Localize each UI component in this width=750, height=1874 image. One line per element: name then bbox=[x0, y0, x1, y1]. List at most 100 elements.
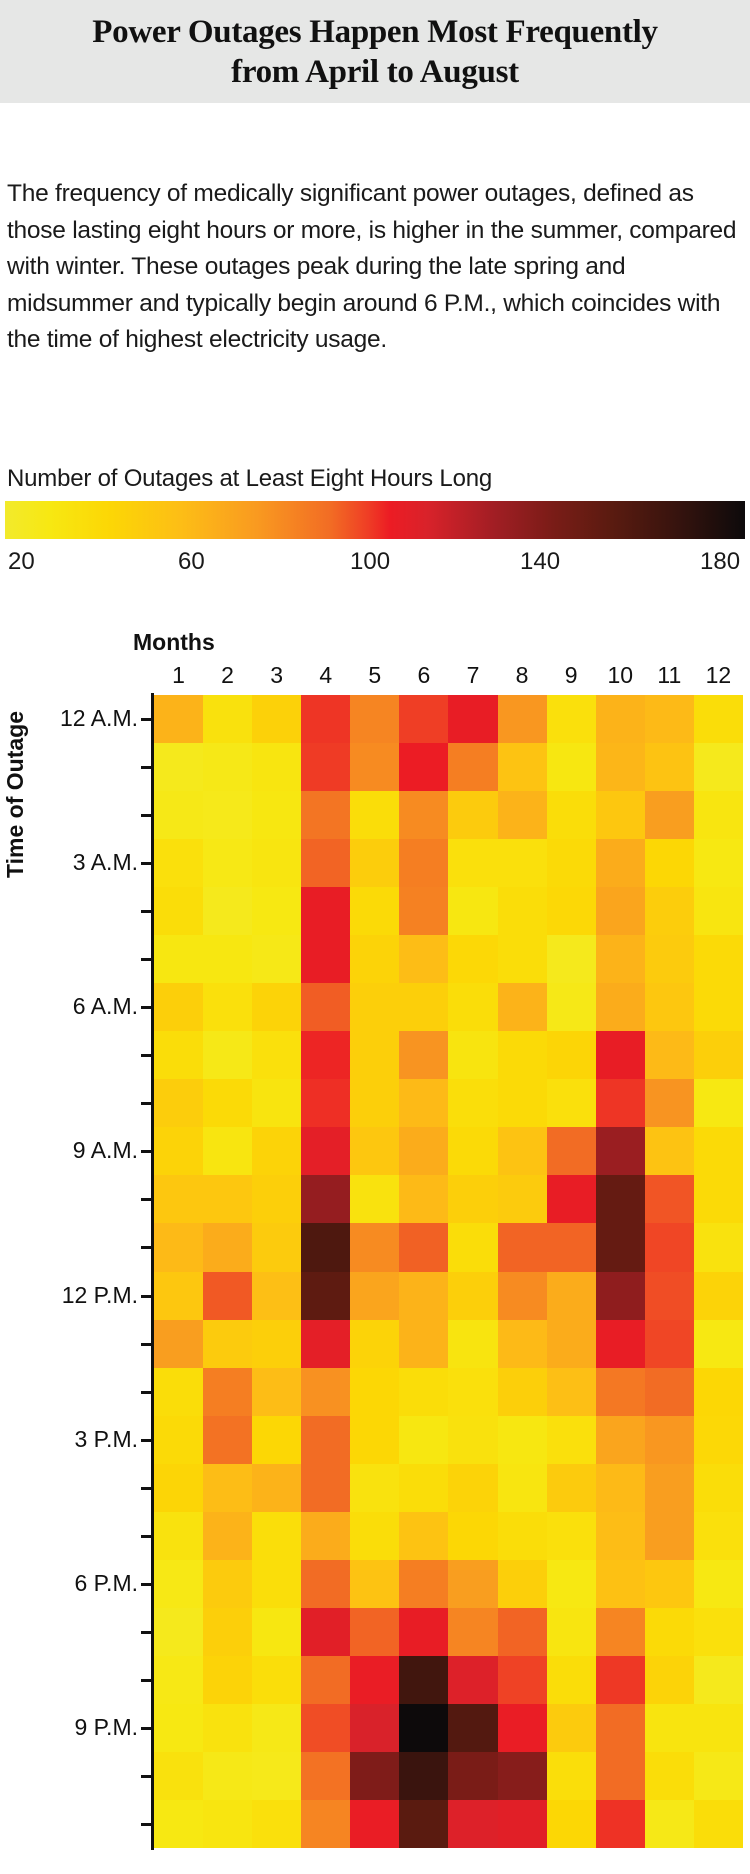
heatmap-cell bbox=[301, 983, 351, 1032]
y-tick-mark bbox=[141, 862, 153, 866]
heatmap-cell bbox=[448, 1799, 498, 1848]
heatmap-cell bbox=[399, 1415, 449, 1464]
heatmap-cell bbox=[301, 1799, 351, 1848]
heatmap-cell bbox=[693, 1511, 743, 1560]
heatmap-cell bbox=[448, 983, 498, 1032]
heatmap-cell bbox=[252, 743, 302, 792]
heatmap-cell bbox=[546, 1031, 596, 1080]
heatmap-cell bbox=[252, 983, 302, 1032]
heatmap-cell bbox=[350, 1127, 400, 1176]
heatmap-cell bbox=[644, 1031, 694, 1080]
heatmap-cell bbox=[693, 1127, 743, 1176]
heatmap-cell bbox=[693, 983, 743, 1032]
time-label: 6 A.M. bbox=[72, 993, 138, 1020]
heatmap-cell bbox=[497, 1031, 547, 1080]
heatmap-cell bbox=[203, 1559, 253, 1608]
heatmap-cell bbox=[399, 1655, 449, 1704]
heatmap-cell bbox=[203, 743, 253, 792]
heatmap-cell bbox=[595, 1079, 645, 1128]
heatmap-cell bbox=[350, 1175, 400, 1224]
heatmap-cell bbox=[399, 1319, 449, 1368]
heatmap-cell bbox=[497, 887, 547, 936]
legend-tick-label: 60 bbox=[178, 548, 205, 575]
heatmap-cell bbox=[693, 1367, 743, 1416]
heatmap-cell bbox=[546, 1127, 596, 1176]
heatmap-cell bbox=[644, 1127, 694, 1176]
time-label: 9 A.M. bbox=[72, 1137, 138, 1164]
heatmap-cell bbox=[203, 1031, 253, 1080]
heatmap-cell bbox=[693, 695, 743, 744]
heatmap-cell bbox=[497, 1463, 547, 1512]
heatmap-cell bbox=[644, 1367, 694, 1416]
heatmap-cell bbox=[350, 1703, 400, 1752]
heatmap-cell bbox=[252, 1511, 302, 1560]
heatmap-cell bbox=[154, 1079, 204, 1128]
heatmap-cell bbox=[154, 1415, 204, 1464]
heatmap-cell bbox=[154, 1031, 204, 1080]
heatmap-cell bbox=[301, 1751, 351, 1800]
heatmap-cell bbox=[693, 1415, 743, 1464]
heatmap-cell bbox=[301, 887, 351, 936]
heatmap-cell bbox=[497, 791, 547, 840]
heatmap-cell bbox=[497, 1655, 547, 1704]
heatmap-cell bbox=[448, 1175, 498, 1224]
y-tick-mark bbox=[141, 766, 153, 770]
color-scale-bar bbox=[5, 501, 745, 539]
heatmap-cell bbox=[399, 1223, 449, 1272]
heatmap-cell bbox=[154, 1127, 204, 1176]
heatmap-cell bbox=[497, 1751, 547, 1800]
y-tick-mark bbox=[141, 958, 153, 962]
heatmap-cell bbox=[203, 1271, 253, 1320]
heatmap-cell bbox=[546, 695, 596, 744]
heatmap-cell bbox=[203, 887, 253, 936]
heatmap-cell bbox=[644, 1271, 694, 1320]
heatmap-cell bbox=[693, 1223, 743, 1272]
heatmap-cell bbox=[448, 1271, 498, 1320]
heatmap-cell bbox=[301, 1607, 351, 1656]
heatmap-cell bbox=[399, 1367, 449, 1416]
heatmap-cell bbox=[497, 1607, 547, 1656]
heatmap-cell bbox=[546, 1271, 596, 1320]
heatmap-cell bbox=[448, 1367, 498, 1416]
y-tick-mark bbox=[141, 1294, 153, 1298]
heatmap-cell bbox=[350, 839, 400, 888]
heatmap-cell bbox=[301, 1655, 351, 1704]
heatmap-cell bbox=[644, 1319, 694, 1368]
heatmap-cell bbox=[252, 1319, 302, 1368]
y-axis-title: Time of Outage bbox=[2, 711, 28, 878]
heatmap-cell bbox=[301, 1031, 351, 1080]
heatmap-cell bbox=[252, 1703, 302, 1752]
heatmap-cell bbox=[301, 1319, 351, 1368]
heatmap-cell bbox=[301, 1079, 351, 1128]
heatmap-cell bbox=[546, 1607, 596, 1656]
intro-paragraph: The frequency of medically significant p… bbox=[7, 180, 737, 353]
heatmap-cell bbox=[644, 1799, 694, 1848]
heatmap-cell bbox=[154, 1607, 204, 1656]
month-label: 8 bbox=[515, 662, 529, 688]
heatmap-cell bbox=[595, 1559, 645, 1608]
title-banner: Power Outages Happen Most Frequently fro… bbox=[0, 0, 750, 103]
heatmap-cell bbox=[595, 1127, 645, 1176]
heatmap-cell bbox=[252, 1799, 302, 1848]
heatmap-cell bbox=[252, 1463, 302, 1512]
heatmap-cell bbox=[644, 1223, 694, 1272]
heatmap-cell bbox=[301, 839, 351, 888]
heatmap-cell bbox=[644, 887, 694, 936]
heatmap-cell bbox=[644, 839, 694, 888]
y-tick-mark bbox=[141, 1198, 153, 1202]
heatmap-cell bbox=[546, 1415, 596, 1464]
heatmap-cell bbox=[154, 791, 204, 840]
heatmap-cell bbox=[595, 1223, 645, 1272]
heatmap-cell bbox=[546, 791, 596, 840]
heatmap-cell bbox=[399, 1031, 449, 1080]
month-label: 10 bbox=[607, 662, 634, 688]
heatmap-cell bbox=[644, 1751, 694, 1800]
heatmap-cell bbox=[252, 1751, 302, 1800]
heatmap-cell bbox=[252, 791, 302, 840]
heatmap-cell bbox=[644, 1559, 694, 1608]
heatmap-cell bbox=[595, 743, 645, 792]
heatmap-cell bbox=[497, 695, 547, 744]
heatmap-cell bbox=[350, 1655, 400, 1704]
heatmap-cell bbox=[693, 935, 743, 984]
heatmap-cell bbox=[693, 791, 743, 840]
